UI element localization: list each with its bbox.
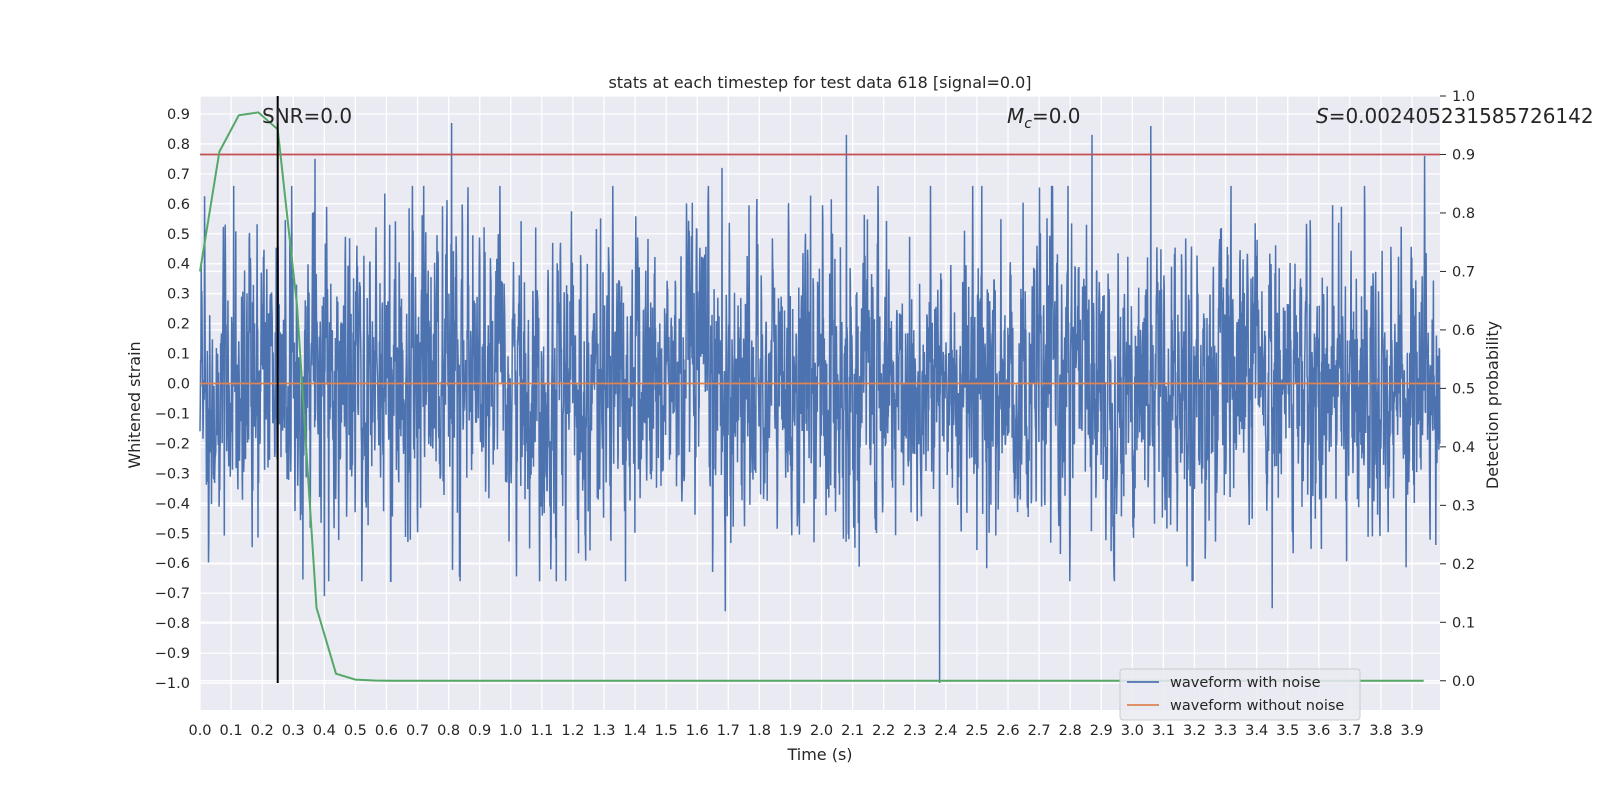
x-tick-label: 1.3 [592,723,615,739]
x-tick-label: 1.7 [717,723,740,739]
y-right-tick-label: 0.7 [1452,264,1475,280]
x-tick-label: 2.0 [810,723,833,739]
x-tick-label: 3.9 [1400,723,1423,739]
x-tick-label: 2.7 [1028,723,1051,739]
x-tick-label: 1.1 [530,723,553,739]
chirp-mass-value: =0.0 [1032,104,1081,128]
chirp-mass-annotation: Mc=0.0 [1007,104,1081,132]
legend: waveform with noise waveform without noi… [1119,668,1361,721]
x-tick-label: 0.3 [282,723,305,739]
x-tick-label: 1.0 [499,723,522,739]
y-right-tick-label: 0.3 [1452,498,1475,514]
y-left-tick-label: 0.5 [167,227,190,243]
y-right-tick-labels: 1.0 0.9 0.8 0.7 0.6 0.5 0.4 0.3 0.2 0.1 0.0 [1440,89,1475,690]
y-left-tick-label: −0.3 [155,466,190,482]
x-tick-label: 3.7 [1338,723,1361,739]
x-tick-label: 2.8 [1059,723,1082,739]
y-left-tick-labels: 0.9 0.8 0.7 0.6 0.5 0.4 0.3 0.2 0.1 0.0 −0.1 −0.2 −0… [155,107,190,692]
x-tick-label: 1.8 [748,723,771,739]
y-right-tick-label: 0.4 [1452,440,1475,456]
x-tick-label: 0.9 [468,723,491,739]
x-tick-label: 1.5 [655,723,678,739]
x-tick-label: 0.4 [313,723,336,739]
x-tick-label: 3.8 [1369,723,1392,739]
x-tick-label: 3.4 [1245,723,1268,739]
x-tick-label: 0.6 [375,723,398,739]
y-left-tick-label: −0.8 [155,616,190,632]
x-tick-label: 0.8 [437,723,460,739]
y-left-tick-label: −0.1 [155,406,190,422]
y-right-tick-label: 0.9 [1452,147,1475,163]
y-left-tick-label: 0.8 [167,137,190,153]
y-left-tick-label: 0.9 [167,107,190,123]
x-tick-label: 2.1 [841,723,864,739]
y-left-tick-label: −1.0 [155,676,190,692]
x-tick-label: 1.6 [686,723,709,739]
y-left-tick-label: −0.9 [155,646,190,662]
y-left-tick-label: −0.7 [155,586,190,602]
x-tick-label: 3.2 [1183,723,1206,739]
s-annotation: S=0.002405231585726142 [1316,104,1594,128]
y-left-tick-label: 0.0 [167,377,190,393]
y-left-tick-label: −0.5 [155,526,190,542]
legend-label-without-noise: waveform without noise [1170,698,1344,714]
x-tick-label: 0.7 [406,723,429,739]
x-tick-label: 3.3 [1214,723,1237,739]
y-left-tick-label: 0.6 [167,197,190,213]
y-left-tick-label: 0.3 [167,287,190,303]
x-tick-label: 2.4 [934,723,957,739]
x-tick-label: 2.2 [872,723,895,739]
y-right-tick-label: 0.0 [1452,674,1475,690]
chirp-mass-subscript: c [1024,116,1032,132]
x-tick-label: 0.0 [188,723,211,739]
x-tick-labels: 0.0 0.1 0.2 0.3 0.4 0.5 0.6 0.7 0.8 0.9 1.0 1.1 1.2 1… [188,723,1423,739]
x-tick-label: 3.0 [1121,723,1144,739]
y-right-axis-label: Detection probability [1483,321,1502,489]
y-left-tick-label: −0.2 [155,436,190,452]
legend-label-with-noise: waveform with noise [1170,675,1321,691]
x-tick-label: 1.9 [779,723,802,739]
y-right-tick-label: 0.1 [1452,615,1475,631]
y-left-tick-label: −0.4 [155,496,190,512]
y-left-tick-label: 0.4 [167,257,190,273]
x-axis-label: Time (s) [786,745,852,764]
series-detection-probability [199,111,1424,682]
x-tick-label: 0.2 [251,723,274,739]
x-tick-label: 2.5 [965,723,988,739]
y-left-tick-label: 0.1 [167,347,190,363]
x-tick-label: 3.6 [1307,723,1330,739]
chart-title: stats at each timestep for test data 618… [608,73,1031,92]
x-tick-label: 0.1 [220,723,243,739]
y-left-axis-label: Whitened strain [125,341,144,468]
x-tick-label: 1.2 [561,723,584,739]
s-symbol: S [1316,104,1329,128]
y-right-tick-label: 1.0 [1452,89,1475,105]
x-tick-label: 3.1 [1152,723,1175,739]
y-right-tick-label: 0.8 [1452,206,1475,222]
x-tick-label: 2.3 [903,723,926,739]
chirp-mass-symbol: M [1007,104,1024,128]
y-right-tick-label: 0.6 [1452,323,1475,339]
snr-annotation: SNR=0.0 [262,104,352,128]
legend-box [1119,668,1361,721]
y-right-tick-label: 0.5 [1452,381,1475,397]
x-tick-label: 3.5 [1276,723,1299,739]
x-tick-label: 1.4 [624,723,647,739]
y-right-tick-label: 0.2 [1452,557,1475,573]
x-tick-label: 0.5 [344,723,367,739]
y-left-tick-label: 0.7 [167,167,190,183]
x-tick-label: 2.9 [1090,723,1113,739]
y-left-tick-label: −0.6 [155,556,190,572]
y-left-tick-label: 0.2 [167,317,190,333]
series-waveform-with-noise [199,122,1441,684]
x-tick-label: 2.6 [996,723,1019,739]
s-value: =0.002405231585726142 [1329,104,1594,128]
